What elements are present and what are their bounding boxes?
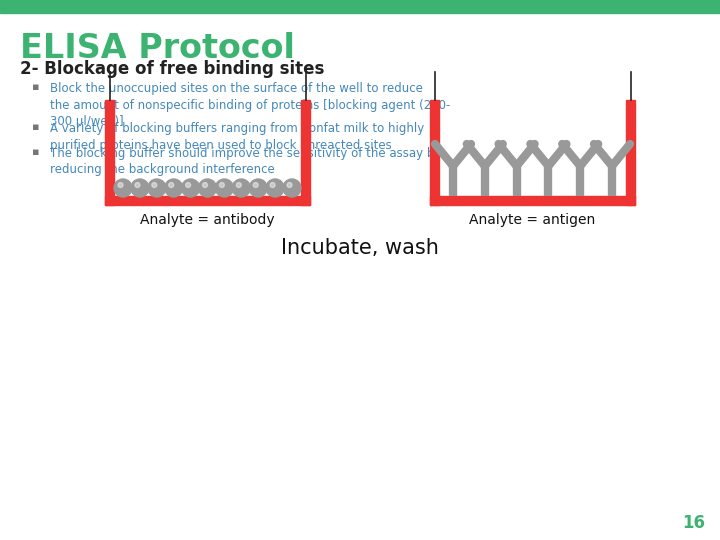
Circle shape (114, 179, 132, 197)
Bar (430, 196, 635, 205)
Circle shape (270, 183, 275, 187)
Circle shape (202, 183, 207, 187)
Circle shape (266, 179, 284, 197)
Bar (105, 100, 114, 205)
Text: Analyte = antibody: Analyte = antibody (140, 213, 275, 227)
Circle shape (283, 179, 301, 197)
Bar (0, 0, 720, 13)
Text: Analyte = antigen: Analyte = antigen (469, 213, 595, 227)
Text: The blocking buffer should improve the sensitivity of the assay by
reducing the : The blocking buffer should improve the s… (50, 147, 441, 177)
Circle shape (181, 179, 199, 197)
Text: Block the unoccupied sites on the surface of the well to reduce
the amount of no: Block the unoccupied sites on the surfac… (50, 82, 451, 128)
Text: 16: 16 (682, 514, 705, 532)
Text: A variety of blocking buffers ranging from nonfat milk to highly
purified protei: A variety of blocking buffers ranging fr… (50, 122, 424, 152)
Circle shape (118, 183, 123, 187)
Circle shape (233, 179, 251, 197)
Bar (430, 100, 439, 205)
Text: 2- Blockage of free binding sites: 2- Blockage of free binding sites (20, 60, 325, 78)
Text: ▪: ▪ (32, 122, 40, 132)
Bar (626, 100, 635, 205)
Text: Incubate, wash: Incubate, wash (281, 238, 439, 258)
Circle shape (249, 179, 267, 197)
Circle shape (186, 183, 191, 187)
Circle shape (165, 179, 183, 197)
Circle shape (215, 179, 233, 197)
Circle shape (148, 179, 166, 197)
Circle shape (168, 183, 174, 187)
Circle shape (135, 183, 140, 187)
Bar (105, 196, 310, 205)
Circle shape (287, 183, 292, 187)
Text: ▪: ▪ (32, 82, 40, 92)
Circle shape (220, 183, 225, 187)
Circle shape (253, 183, 258, 187)
Bar (301, 100, 310, 205)
Circle shape (131, 179, 149, 197)
Circle shape (199, 179, 217, 197)
Circle shape (152, 183, 157, 187)
Text: ELISA Protocol: ELISA Protocol (20, 32, 295, 65)
Circle shape (236, 183, 241, 187)
Text: ▪: ▪ (32, 147, 40, 157)
